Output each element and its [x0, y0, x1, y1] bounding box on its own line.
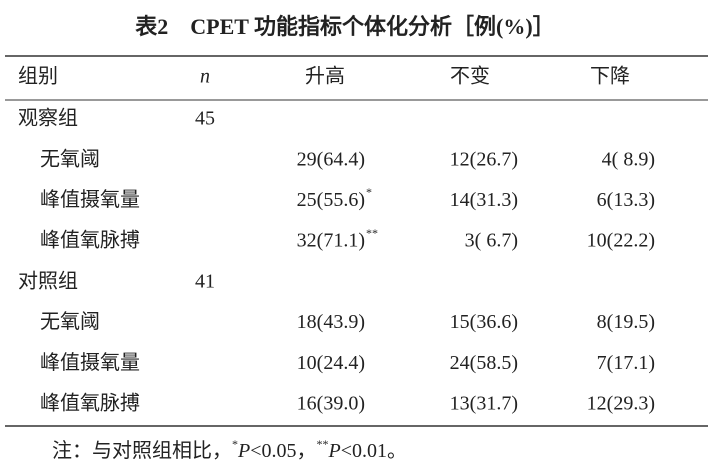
note-text: <0.05，: [250, 440, 316, 462]
note-sup: *: [232, 437, 238, 451]
value-cell: 14(31.3): [450, 189, 518, 211]
value-cell: 32(71.1): [297, 230, 365, 252]
value-cell: 8(19.5): [597, 311, 655, 333]
value-cell: 10(24.4): [297, 352, 365, 374]
value-cell: 15(36.6): [450, 311, 518, 333]
group-name: 对照组: [18, 269, 78, 292]
value-cell: 16(39.0): [297, 392, 365, 414]
group-name: 观察组: [18, 107, 78, 130]
value-cell: 18(43.9): [297, 311, 365, 333]
value-cell: 10(22.2): [587, 230, 655, 252]
item-name: 峰值摄氧量: [40, 351, 140, 374]
header-cell: n: [200, 66, 210, 88]
value-cell: 7(17.1): [597, 352, 655, 374]
item-name: 峰值氧脉搏: [40, 229, 140, 252]
item-name: 峰值摄氧量: [40, 188, 140, 211]
table-title: 表2 CPET 功能指标个体化分析［例(%)］: [135, 14, 554, 39]
value-cell: 29(64.4): [297, 148, 365, 170]
header-cell: 下降: [590, 65, 630, 88]
group-n: 45: [195, 108, 215, 130]
group-n: 41: [195, 270, 215, 292]
value-cell: 12(26.7): [450, 148, 518, 170]
item-name: 无氧阈: [40, 147, 100, 170]
note-sup: **: [317, 437, 329, 451]
note-p: P: [328, 440, 341, 462]
value-sup: *: [366, 185, 372, 199]
value-cell: 3( 6.7): [465, 230, 518, 252]
header-cell: 升高: [305, 65, 345, 88]
value-cell: 12(29.3): [587, 392, 655, 414]
item-name: 无氧阈: [40, 310, 100, 333]
value-cell: 13(31.7): [450, 392, 518, 414]
value-sup: **: [366, 226, 378, 240]
item-name: 峰值氧脉搏: [40, 391, 140, 414]
header-cell: 不变: [450, 65, 490, 88]
note-p: P: [237, 440, 250, 462]
value-cell: 6(13.3): [597, 189, 655, 211]
note-text: 注：与对照组相比，: [52, 439, 232, 462]
value-cell: 4( 8.9): [602, 148, 655, 170]
note-text: <0.01。: [341, 440, 407, 462]
value-cell: 25(55.6): [297, 189, 365, 211]
header-cell: 组别: [18, 65, 58, 88]
value-cell: 24(58.5): [450, 352, 518, 374]
table-note: 注：与对照组相比，*P<0.05，**P<0.01。: [52, 437, 407, 462]
